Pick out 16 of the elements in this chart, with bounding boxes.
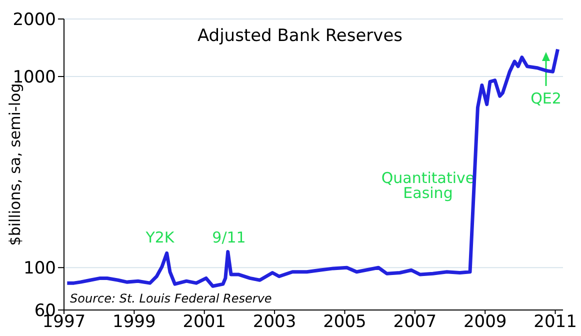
x-tick-label: 2003: [252, 312, 296, 332]
x-tick-label: 2007: [393, 312, 437, 332]
annotation: 9/11: [212, 228, 246, 246]
annotation: Quantitative Easing: [381, 168, 475, 202]
annotation: Y2K: [144, 228, 176, 246]
annotation: Source: St. Louis Federal Reserve: [70, 291, 272, 306]
x-tick-label: 1999: [112, 312, 156, 332]
annotation: QE2: [530, 89, 562, 108]
text: Adjusted Bank Reserves: [197, 26, 403, 46]
y-tick-label: 2000: [12, 10, 56, 30]
x-tick-label: 2009: [463, 312, 507, 332]
x-tick-label: 2011: [534, 312, 577, 332]
x-tick-label: 2001: [182, 312, 226, 332]
line-series: [65, 47, 560, 288]
x-tick-label: 2005: [323, 312, 366, 332]
y-tick-label: 100: [24, 258, 56, 279]
